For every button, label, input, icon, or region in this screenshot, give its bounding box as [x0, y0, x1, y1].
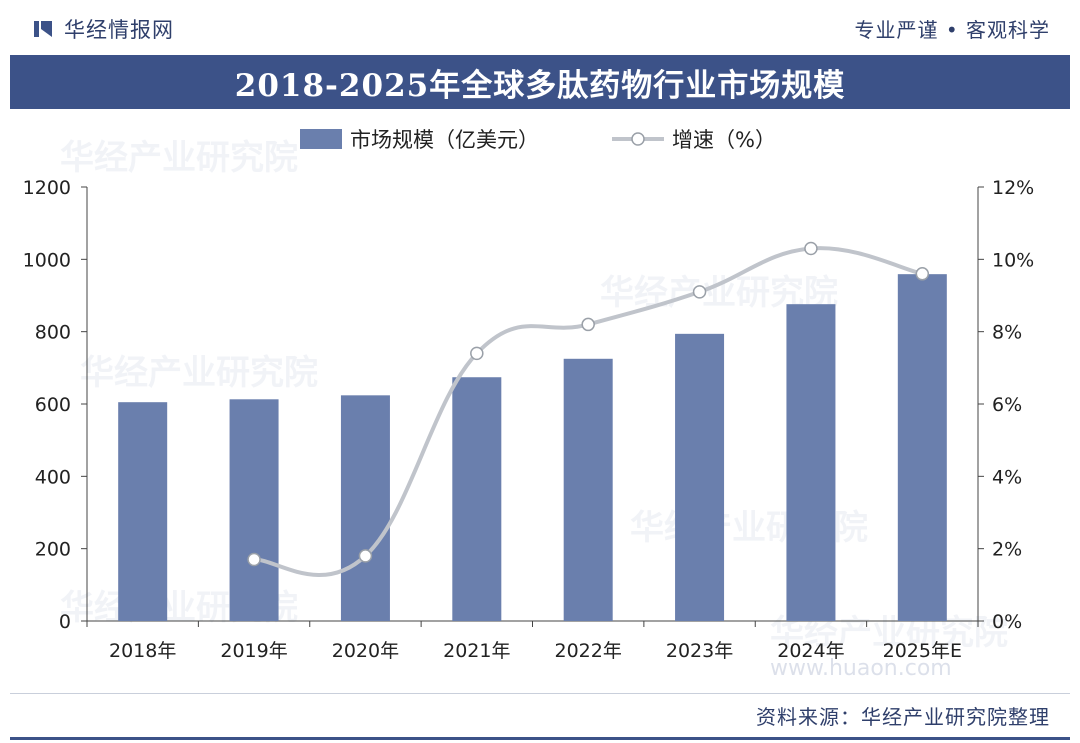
- y-left-tick-label: 400: [35, 466, 71, 488]
- title-band: 2018-2025年全球多肽药物行业市场规模: [10, 55, 1070, 109]
- growth-point: [581, 317, 595, 332]
- x-tick-label: 2018年: [109, 640, 176, 662]
- brand: 华经情报网: [32, 14, 174, 44]
- chart-title: 2018-2025年全球多肽药物行业市场规模: [234, 67, 846, 104]
- y-right-tick-label: 12%: [992, 177, 1034, 199]
- legend-line-label: 增速（%）: [672, 128, 776, 152]
- watermark-text: 华经产业研究院: [60, 138, 298, 178]
- y-right-tick-label: 2%: [992, 539, 1022, 561]
- slogan: 专业严谨 • 客观科学: [854, 18, 1050, 42]
- bottom-rule: [10, 737, 1070, 740]
- growth-point: [692, 285, 707, 299]
- y-left-tick-label: 1200: [23, 177, 71, 199]
- watermark-url: www.huaon.com: [770, 656, 952, 681]
- watermark-text: 华经产业研究院: [80, 353, 318, 393]
- growth-point: [804, 241, 818, 256]
- top-bar: 华经情报网 专业严谨 • 客观科学: [0, 0, 1080, 55]
- growth-point: [247, 552, 261, 567]
- x-tick-label: 2022年: [555, 640, 622, 662]
- y-left-tick-label: 600: [35, 394, 71, 416]
- y-right-tick-label: 6%: [992, 394, 1022, 416]
- x-tick-label: 2025年E: [883, 640, 962, 662]
- footer-divider: [10, 693, 1070, 694]
- legend-bar-label: 市场规模（亿美元）: [350, 128, 539, 152]
- bar: [229, 399, 279, 621]
- bar: [563, 358, 613, 621]
- growth-point: [470, 346, 484, 361]
- growth-point: [358, 549, 373, 563]
- legend-bar-swatch: [300, 129, 342, 149]
- bar: [452, 377, 502, 621]
- bar: [675, 333, 725, 621]
- brand-logo-icon: [34, 21, 52, 37]
- x-tick-label: 2023年: [666, 640, 733, 662]
- bar: [118, 402, 168, 621]
- x-tick-label: 2019年: [220, 640, 287, 662]
- x-tick-label: 2021年: [443, 640, 510, 662]
- y-left-tick-label: 1000: [23, 249, 71, 271]
- legend-line-marker: [631, 132, 645, 146]
- bar: [786, 304, 836, 621]
- y-right-tick-label: 10%: [992, 249, 1034, 271]
- y-right-tick-label: 8%: [992, 322, 1022, 344]
- source-note: 资料来源：华经产业研究院整理: [756, 705, 1050, 729]
- chart: 华经产业研究院华经产业研究院华经产业研究院华经产业研究院华经产业研究院华经产业研…: [23, 128, 1035, 681]
- y-left-tick-label: 800: [35, 322, 71, 344]
- y-right-tick-label: 4%: [992, 466, 1022, 488]
- growth-point: [915, 267, 930, 281]
- y-left-tick-label: 0: [59, 611, 71, 633]
- x-tick-label: 2020年: [332, 640, 399, 662]
- brand-name: 华经情报网: [64, 18, 174, 42]
- y-left-tick-label: 200: [35, 539, 71, 561]
- bar: [897, 274, 947, 621]
- bar: [340, 395, 390, 621]
- chart-area: 华经产业研究院 华经产业研究院 华经产业研究院 华经产业研究院 华经产业研究院 华经产业研…: [0, 109, 1080, 689]
- x-tick-label: 2024年: [777, 640, 844, 662]
- y-right-tick-label: 0%: [992, 611, 1022, 633]
